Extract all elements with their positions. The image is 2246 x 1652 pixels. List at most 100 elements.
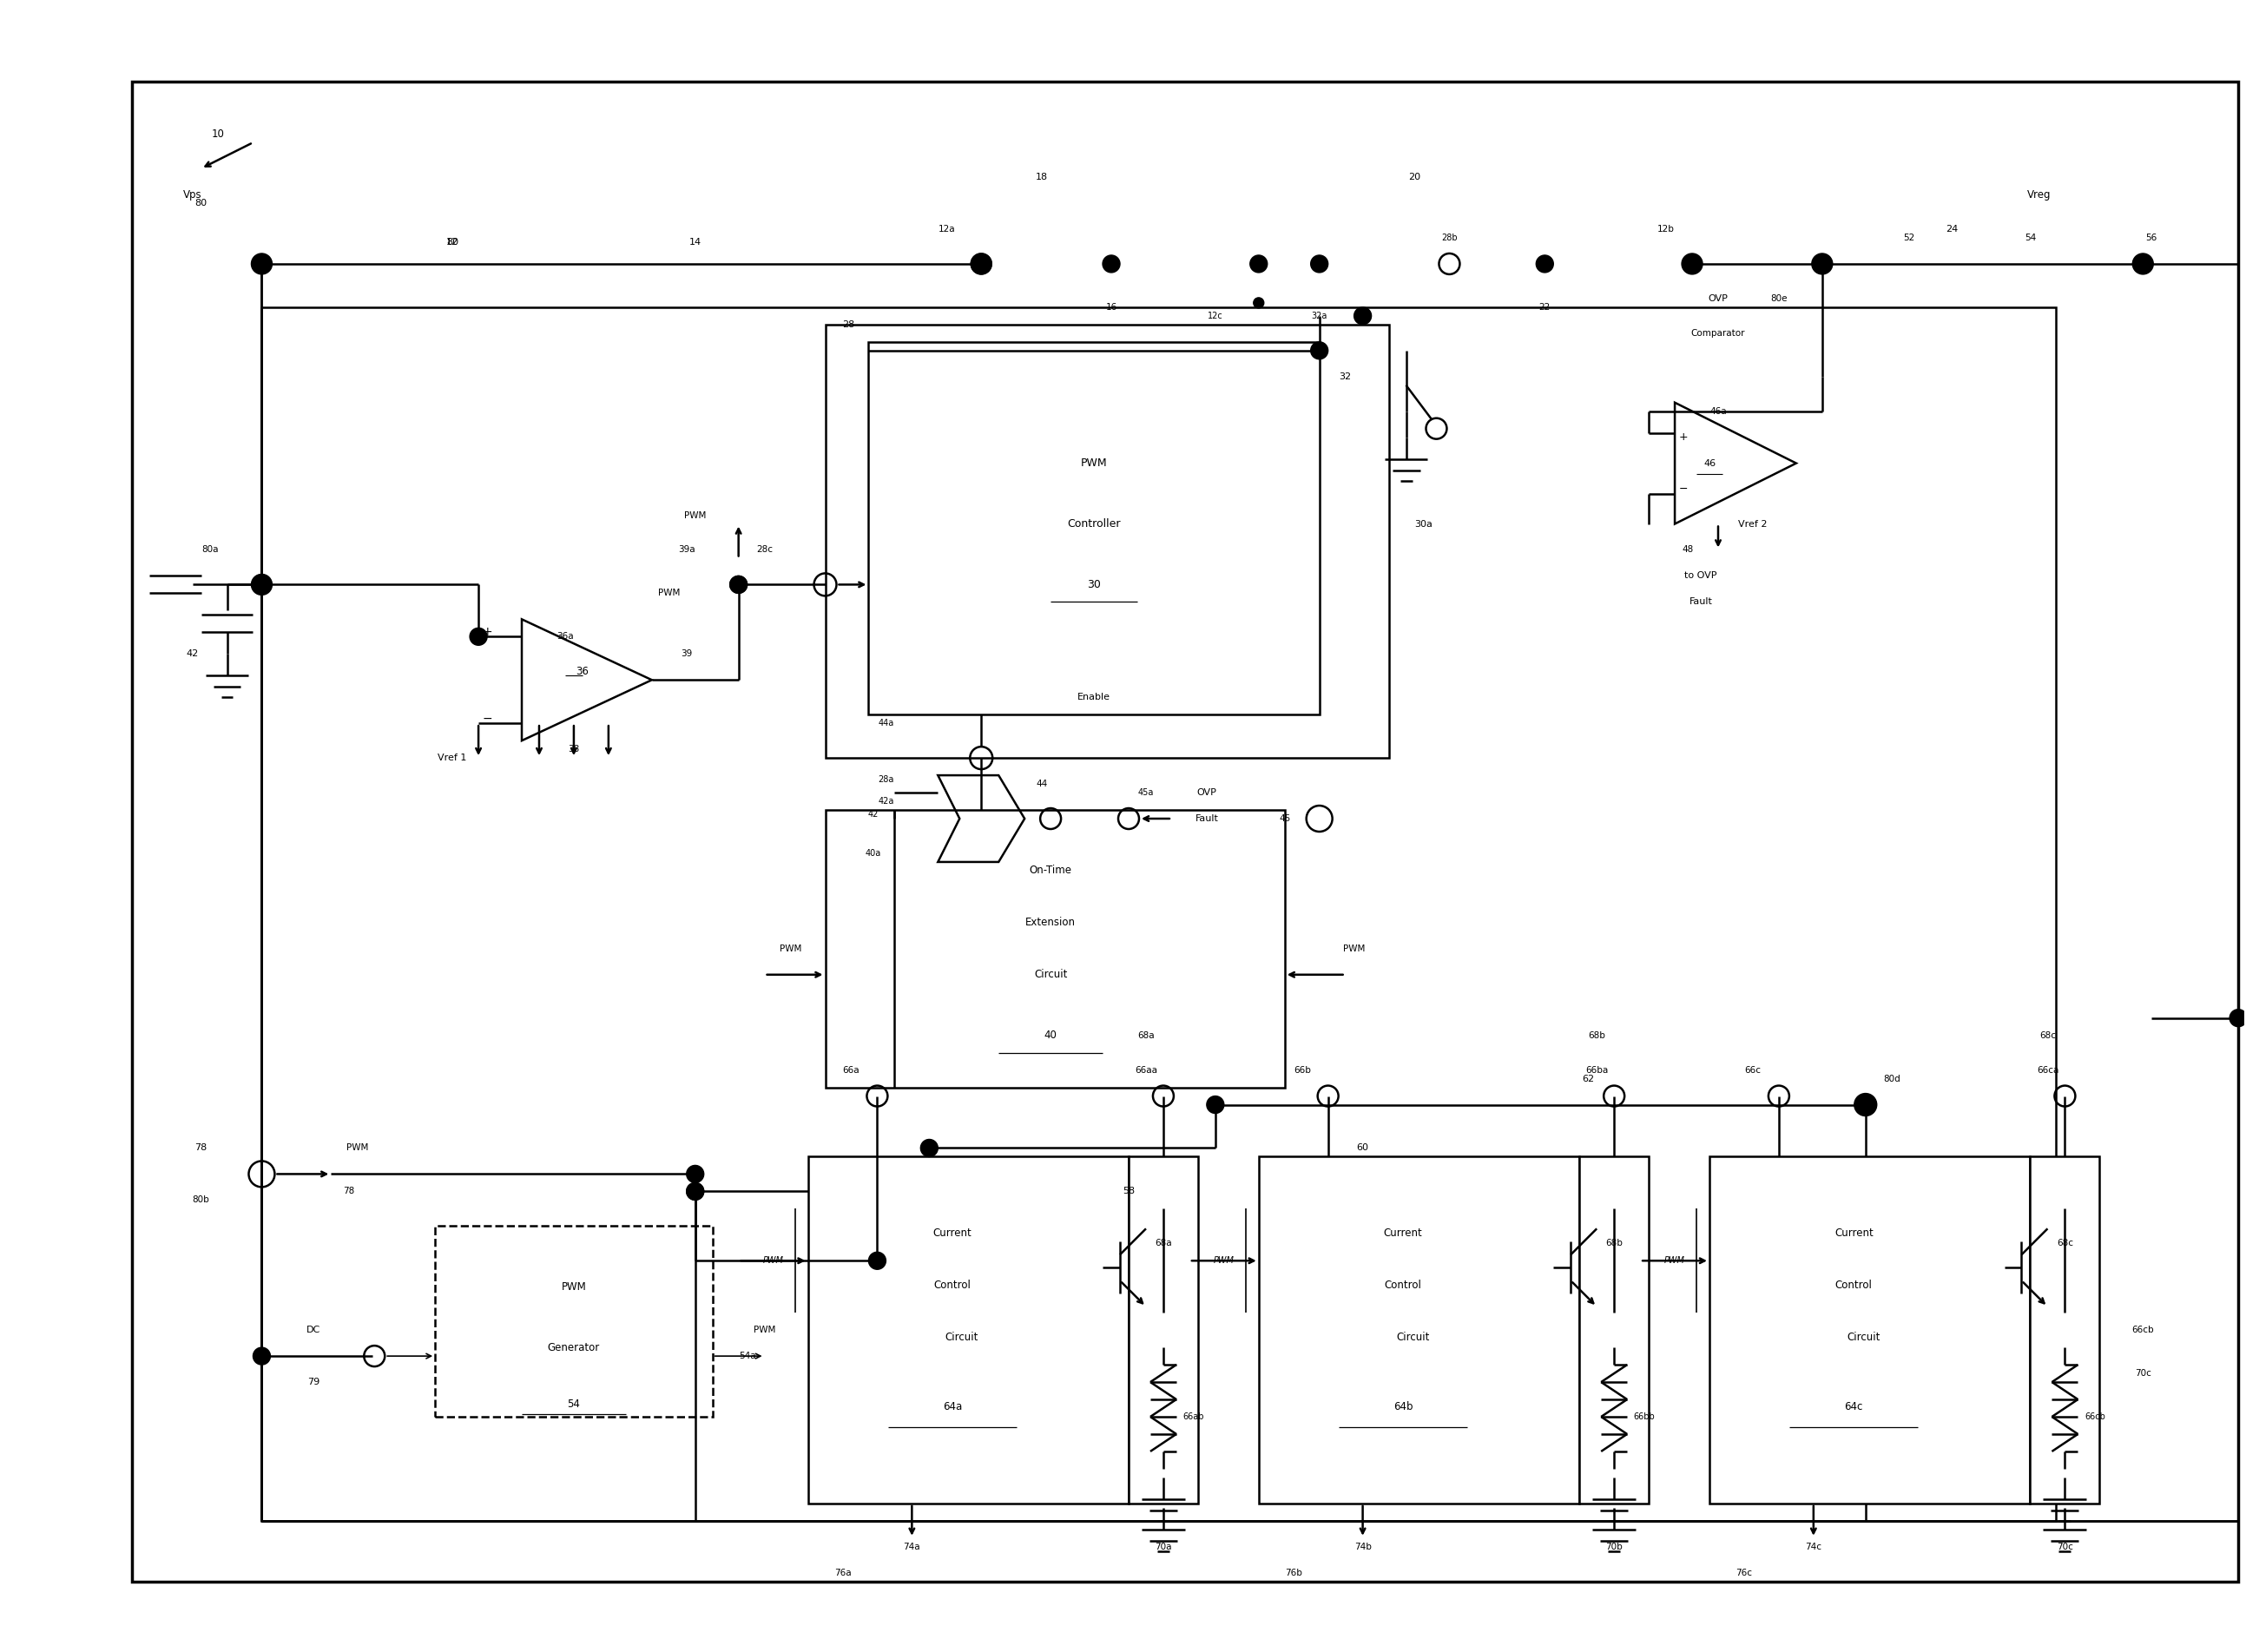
Text: 39: 39 xyxy=(681,649,692,657)
Text: 46a: 46a xyxy=(1709,406,1727,416)
Circle shape xyxy=(687,1183,703,1199)
Text: 80b: 80b xyxy=(193,1196,209,1204)
Text: 36: 36 xyxy=(575,666,588,677)
Text: 80a: 80a xyxy=(202,545,218,555)
Text: PWM: PWM xyxy=(562,1280,586,1292)
Text: PWM: PWM xyxy=(752,1325,775,1335)
Text: 38: 38 xyxy=(568,745,579,753)
Text: 80: 80 xyxy=(447,238,458,246)
Text: 66cb: 66cb xyxy=(2084,1412,2105,1421)
Text: 12: 12 xyxy=(447,238,458,246)
Text: 48: 48 xyxy=(1682,545,1693,555)
Text: 18: 18 xyxy=(1035,173,1049,182)
Bar xyxy=(869,342,1318,715)
Text: Current: Current xyxy=(1384,1227,1422,1239)
Text: to OVP: to OVP xyxy=(1684,572,1718,580)
Text: Vref 2: Vref 2 xyxy=(1738,520,1768,529)
Text: 10: 10 xyxy=(211,129,225,139)
Text: Circuit: Circuit xyxy=(1397,1332,1428,1343)
Text: 44a: 44a xyxy=(878,719,894,727)
Text: +: + xyxy=(1678,431,1689,443)
Text: 42a: 42a xyxy=(878,796,894,806)
Text: 22: 22 xyxy=(1539,302,1550,312)
Text: 60: 60 xyxy=(1357,1143,1368,1153)
Text: 80e: 80e xyxy=(1770,294,1788,302)
Text: Vref 1: Vref 1 xyxy=(438,753,467,762)
Text: 39a: 39a xyxy=(678,545,694,555)
Text: 79: 79 xyxy=(308,1378,319,1386)
Circle shape xyxy=(1312,342,1327,358)
Text: 80f: 80f xyxy=(1357,312,1370,320)
Text: 80d: 80d xyxy=(1882,1074,1900,1084)
Text: 64c: 64c xyxy=(1844,1401,1864,1412)
Text: 28a: 28a xyxy=(878,775,894,785)
Text: 66b: 66b xyxy=(1294,1066,1312,1074)
Circle shape xyxy=(730,577,748,593)
Text: +: + xyxy=(483,626,492,638)
Circle shape xyxy=(1312,254,1327,273)
Circle shape xyxy=(1251,254,1267,273)
Text: 78: 78 xyxy=(195,1143,207,1153)
Text: OVP: OVP xyxy=(1709,294,1727,302)
Bar xyxy=(1258,1156,1579,1503)
Text: 66a: 66a xyxy=(842,1066,860,1074)
Circle shape xyxy=(1206,1095,1224,1113)
Bar xyxy=(809,1156,1130,1503)
Text: Enable: Enable xyxy=(1078,692,1110,702)
Text: 40a: 40a xyxy=(865,849,880,857)
Circle shape xyxy=(254,1348,270,1365)
Text: 76c: 76c xyxy=(1736,1568,1752,1578)
Text: Fault: Fault xyxy=(1195,814,1217,823)
Circle shape xyxy=(869,1252,885,1269)
Text: −: − xyxy=(1680,484,1689,496)
Text: 45a: 45a xyxy=(1139,788,1154,796)
Circle shape xyxy=(687,1183,703,1199)
Circle shape xyxy=(921,1140,939,1156)
Text: 66ab: 66ab xyxy=(1184,1412,1204,1421)
Text: 70b: 70b xyxy=(1606,1543,1622,1551)
Text: 28: 28 xyxy=(842,320,856,329)
Text: 54: 54 xyxy=(568,1398,579,1409)
Text: 64a: 64a xyxy=(943,1401,961,1412)
Bar xyxy=(824,324,1388,758)
Text: 54: 54 xyxy=(2024,233,2035,243)
Text: PWM: PWM xyxy=(1343,945,1366,953)
Circle shape xyxy=(970,253,993,274)
Text: PWM: PWM xyxy=(685,510,705,520)
Circle shape xyxy=(1354,307,1372,324)
Text: 68a: 68a xyxy=(1154,1239,1172,1247)
Text: 68b: 68b xyxy=(1588,1031,1606,1039)
Text: 42: 42 xyxy=(867,809,878,819)
Text: Circuit: Circuit xyxy=(1033,970,1067,980)
Bar xyxy=(1130,1156,1197,1503)
Text: 32: 32 xyxy=(1339,372,1352,382)
Text: Vps: Vps xyxy=(182,188,202,200)
Text: 20: 20 xyxy=(1408,173,1422,182)
Circle shape xyxy=(1813,253,1833,274)
Text: 66c: 66c xyxy=(1745,1066,1761,1074)
Text: 14: 14 xyxy=(690,238,701,246)
Text: 62: 62 xyxy=(1581,1074,1595,1084)
Text: Circuit: Circuit xyxy=(946,1332,979,1343)
Circle shape xyxy=(730,577,748,593)
Text: 74a: 74a xyxy=(903,1543,921,1551)
Text: Current: Current xyxy=(1835,1227,1873,1239)
Circle shape xyxy=(1682,253,1702,274)
Text: 74c: 74c xyxy=(1806,1543,1822,1551)
Text: 58: 58 xyxy=(1123,1188,1134,1196)
Text: 46: 46 xyxy=(1702,459,1716,468)
Text: Control: Control xyxy=(934,1279,970,1290)
Text: Current: Current xyxy=(932,1227,973,1239)
Text: 45: 45 xyxy=(1278,814,1291,823)
Text: 74b: 74b xyxy=(1354,1543,1372,1551)
Text: 66cb: 66cb xyxy=(2131,1325,2154,1335)
Text: 76b: 76b xyxy=(1285,1568,1303,1578)
Text: 30a: 30a xyxy=(1415,520,1433,529)
Text: Control: Control xyxy=(1835,1279,1873,1290)
Circle shape xyxy=(1103,254,1121,273)
Text: On-Time: On-Time xyxy=(1029,866,1071,876)
Text: PWM: PWM xyxy=(346,1143,368,1153)
Bar xyxy=(436,1226,712,1417)
Text: Comparator: Comparator xyxy=(1691,329,1745,337)
Circle shape xyxy=(1536,254,1554,273)
